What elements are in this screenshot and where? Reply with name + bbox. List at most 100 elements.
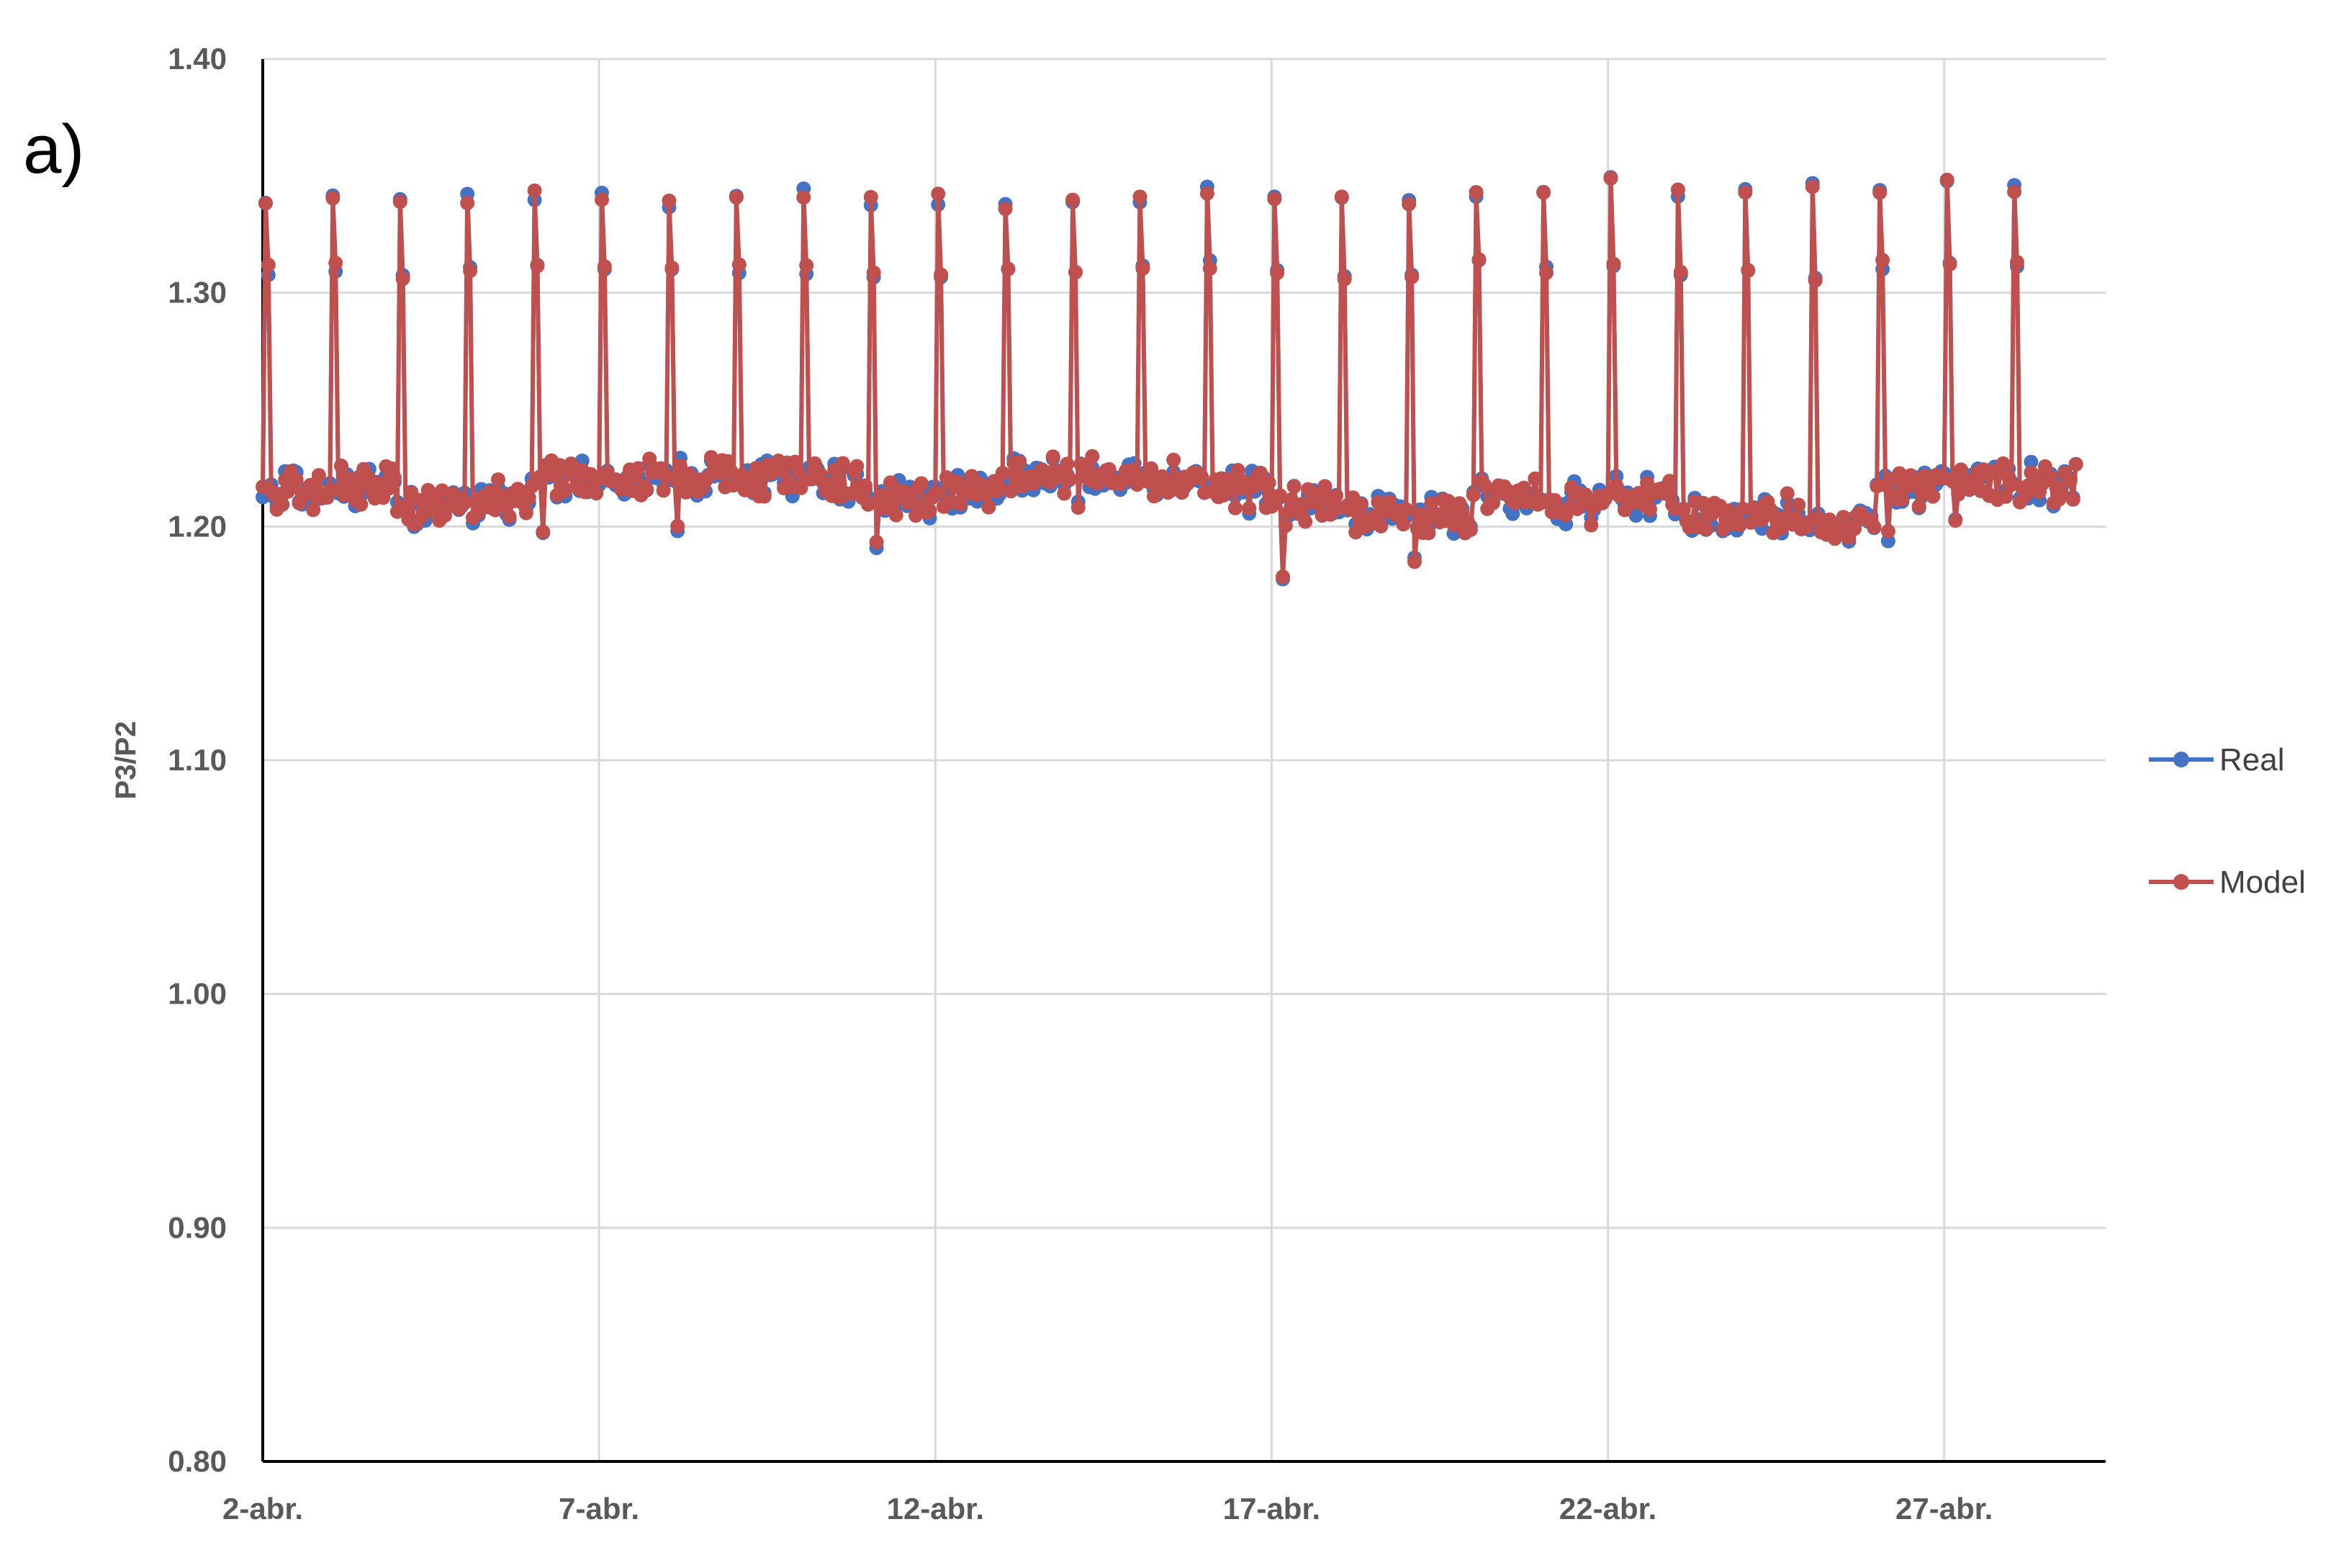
- data-point: [1270, 266, 1285, 281]
- data-point: [1895, 492, 1910, 507]
- data-point: [2010, 255, 2024, 270]
- legend-label-real: Real: [2219, 742, 2285, 778]
- data-point: [1998, 489, 2013, 504]
- data-point: [799, 258, 814, 273]
- data-point: [1463, 522, 1478, 537]
- data-point: [2007, 184, 2022, 199]
- data-point: [1741, 263, 1756, 278]
- data-point: [435, 483, 450, 498]
- data-point: [527, 183, 542, 198]
- data-point: [1060, 456, 1075, 472]
- data-point: [1469, 185, 1484, 199]
- data-point: [922, 503, 937, 518]
- data-point: [1329, 489, 1343, 504]
- data-point: [1939, 172, 1954, 187]
- data-point: [353, 497, 369, 512]
- data-point: [1267, 192, 1282, 207]
- data-point: [564, 456, 579, 472]
- data-point: [2004, 477, 2019, 492]
- data-point: [1738, 185, 1753, 200]
- data-point: [1264, 499, 1279, 514]
- data-point: [1670, 182, 1685, 197]
- data-point: [1147, 489, 1161, 504]
- data-point: [1486, 495, 1500, 510]
- data-point: [860, 497, 875, 512]
- data-point: [928, 485, 943, 500]
- data-point: [1892, 466, 1907, 481]
- data-point: [757, 489, 772, 504]
- data-point: [1278, 518, 1293, 533]
- data-point: [1421, 526, 1436, 541]
- data-point: [1424, 496, 1439, 511]
- data-point: [1402, 197, 1417, 212]
- y-tick-label: 1.30: [168, 276, 227, 310]
- data-point: [1471, 252, 1487, 267]
- data-point: [1951, 487, 1966, 502]
- x-tick-label: 7-abr.: [559, 1492, 639, 1526]
- x-tick-label: 12-abr.: [887, 1492, 984, 1526]
- data-point: [1334, 189, 1349, 204]
- data-point: [1070, 500, 1086, 515]
- data-point: [726, 478, 741, 493]
- data-point: [595, 192, 609, 207]
- data-point: [311, 468, 326, 483]
- data-point: [1872, 185, 1888, 200]
- data-point: [1337, 271, 1352, 287]
- x-tick-label: 17-abr.: [1223, 1492, 1320, 1526]
- data-point: [631, 461, 646, 476]
- data-point: [981, 500, 996, 515]
- data-point: [1659, 486, 1674, 501]
- data-point: [835, 456, 850, 471]
- data-point: [1045, 449, 1060, 464]
- data-point: [906, 492, 921, 507]
- data-point: [1942, 257, 1957, 271]
- data-point: [398, 498, 413, 513]
- data-point: [328, 256, 343, 271]
- data-point: [1273, 488, 1288, 503]
- data-point: [1166, 452, 1181, 467]
- y-tick-label: 1.40: [168, 42, 227, 76]
- data-point: [334, 459, 348, 474]
- data-point: [521, 490, 536, 505]
- data-point: [1911, 499, 1926, 514]
- data-point: [1948, 513, 1963, 528]
- data-point: [275, 497, 290, 512]
- data-point: [395, 271, 410, 287]
- data-point: [1407, 554, 1422, 569]
- data-point: [1662, 474, 1677, 489]
- data-point: [670, 518, 685, 533]
- data-point: [1618, 503, 1632, 518]
- data-point: [931, 186, 946, 202]
- data-point: [392, 194, 407, 209]
- data-point: [387, 470, 402, 485]
- data-point: [1569, 501, 1584, 516]
- x-tick-label: 27-abr.: [1895, 1492, 1993, 1526]
- data-point: [1875, 253, 1890, 268]
- data-point: [1374, 518, 1389, 533]
- data-point: [1057, 486, 1072, 501]
- data-point: [1698, 521, 1713, 536]
- data-point: [1867, 520, 1882, 534]
- data-point: [1317, 479, 1332, 494]
- data-point: [914, 476, 929, 491]
- data-point: [712, 465, 727, 480]
- legend-label-model: Model: [2219, 865, 2306, 900]
- data-point: [1199, 186, 1214, 201]
- y-axis-title: P3/P2: [110, 721, 142, 800]
- data-point: [1643, 502, 1657, 517]
- data-point: [1754, 512, 1769, 527]
- data-point: [1606, 256, 1621, 271]
- x-tick-labels: 2-abr. 7-abr. 12-abr. 17-abr. 22-abr. 27-abr.: [222, 1492, 1993, 1526]
- data-point: [1004, 484, 1019, 499]
- data-point: [723, 464, 739, 479]
- data-point: [807, 456, 822, 471]
- data-point: [1780, 486, 1795, 501]
- data-point: [858, 478, 872, 493]
- data-point: [875, 487, 890, 503]
- y-tick-label: 0.80: [168, 1444, 227, 1478]
- data-point: [488, 503, 503, 518]
- data-point: [524, 479, 539, 494]
- data-point: [1063, 472, 1078, 487]
- data-point: [325, 191, 341, 206]
